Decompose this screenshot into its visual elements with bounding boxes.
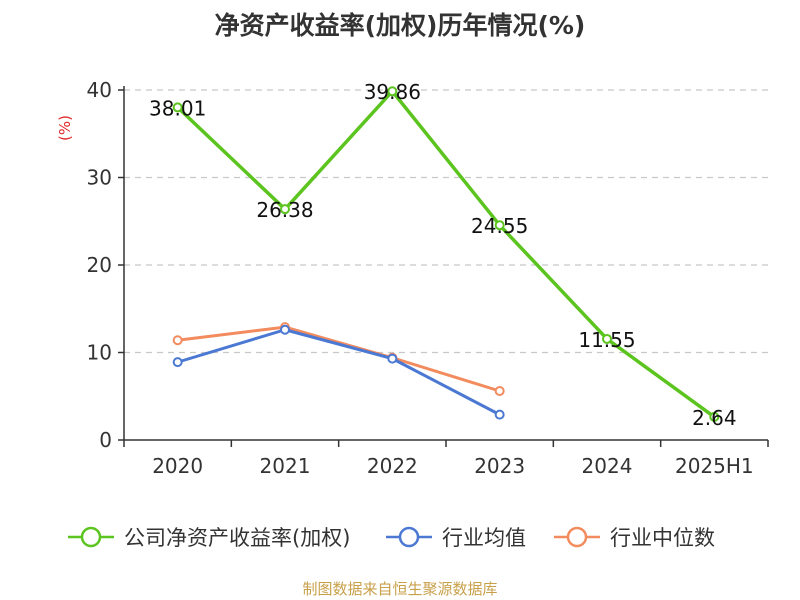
data-point	[494, 220, 505, 231]
data-point	[280, 324, 290, 335]
grid-lines	[124, 89, 768, 354]
x-tick-label: 2022	[367, 454, 418, 478]
x-tick-label: 2020	[152, 454, 203, 478]
legend-swatch-marker	[398, 526, 420, 548]
legend-item: 公司净资产收益率(加权)	[68, 526, 350, 550]
legend-item: 行业中位数	[554, 526, 715, 550]
legend: 公司净资产收益率(加权) 行业均值 行业中位数	[68, 526, 715, 550]
series-line-2	[176, 325, 502, 393]
data-point	[494, 386, 505, 396]
x-tick-label: 2023	[474, 454, 525, 478]
data-label: 26.38	[256, 198, 313, 222]
data-point	[602, 333, 612, 344]
legend-swatch-marker	[80, 526, 102, 548]
data-label: 38.01	[149, 96, 206, 120]
y-axis-unit-label: (%)	[56, 115, 74, 141]
axes: 0 10 20 30 40 2020 2021 2022 2023 2024 2025H1	[87, 78, 769, 478]
y-tick-label: 30	[87, 166, 112, 190]
series-line-1	[176, 328, 502, 417]
legend-swatch-marker	[566, 526, 588, 548]
series-line-0	[175, 89, 717, 419]
data-point	[387, 86, 398, 97]
legend-label: 公司净资产收益率(加权)	[124, 526, 350, 550]
data-point	[280, 204, 290, 215]
data-label: 39.86	[364, 80, 421, 104]
x-tick-label: 2024	[582, 454, 633, 478]
chart-title: 净资产收益率(加权)历年情况(%)	[215, 11, 586, 40]
data-point	[387, 353, 398, 364]
data-label: 11.55	[578, 328, 635, 352]
y-tick-label: 0	[99, 428, 112, 452]
y-tick-label: 20	[87, 253, 112, 277]
data-label: 24.55	[471, 214, 528, 238]
data-point	[172, 102, 183, 113]
series-group	[172, 86, 720, 422]
x-tick-label: 2025H1	[675, 454, 754, 478]
data-point	[709, 411, 720, 422]
legend-label: 行业均值	[442, 526, 526, 550]
data-point	[494, 409, 505, 420]
data-source-note: 制图数据来自恒生聚源数据库	[302, 580, 497, 598]
x-tick-label: 2021	[260, 454, 311, 478]
data-labels: 38.01 26.38 39.86 24.55 11.55 2.64	[149, 80, 737, 430]
data-point	[172, 357, 183, 368]
legend-item: 行业均值	[386, 526, 526, 550]
y-tick-label: 40	[87, 78, 112, 102]
legend-label: 行业中位数	[610, 526, 715, 550]
data-label: 2.64	[692, 406, 737, 430]
data-point	[172, 335, 183, 346]
y-tick-label: 10	[87, 341, 112, 365]
